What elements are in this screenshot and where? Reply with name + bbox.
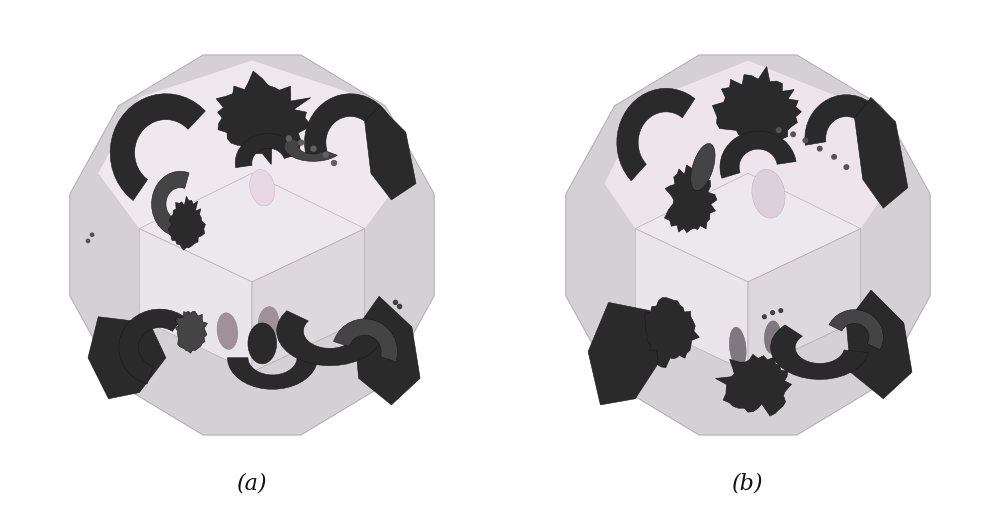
Polygon shape <box>88 317 166 399</box>
Polygon shape <box>235 134 300 168</box>
Polygon shape <box>635 174 861 282</box>
Circle shape <box>817 147 822 152</box>
Circle shape <box>791 133 795 137</box>
Polygon shape <box>771 325 868 380</box>
Polygon shape <box>168 197 205 250</box>
Polygon shape <box>805 95 887 146</box>
Polygon shape <box>715 355 792 416</box>
Circle shape <box>311 147 316 152</box>
Polygon shape <box>227 348 318 389</box>
Polygon shape <box>216 72 311 165</box>
Polygon shape <box>284 139 337 162</box>
Circle shape <box>393 301 398 305</box>
Polygon shape <box>355 296 420 405</box>
Polygon shape <box>250 170 275 207</box>
Polygon shape <box>139 174 365 282</box>
Polygon shape <box>365 107 416 200</box>
Polygon shape <box>588 303 662 405</box>
Polygon shape <box>110 94 205 201</box>
Polygon shape <box>829 310 883 350</box>
Circle shape <box>803 139 808 143</box>
Circle shape <box>771 311 774 315</box>
Polygon shape <box>334 319 397 362</box>
Circle shape <box>90 234 94 237</box>
Polygon shape <box>258 307 279 339</box>
Polygon shape <box>691 144 715 191</box>
Circle shape <box>332 161 336 166</box>
Circle shape <box>86 240 90 243</box>
Polygon shape <box>846 290 912 399</box>
Polygon shape <box>855 98 908 209</box>
Polygon shape <box>752 170 785 219</box>
Polygon shape <box>152 172 189 237</box>
Polygon shape <box>248 323 277 364</box>
Circle shape <box>832 156 836 160</box>
Circle shape <box>323 153 328 158</box>
Circle shape <box>286 137 291 141</box>
Polygon shape <box>764 321 781 354</box>
Polygon shape <box>304 94 396 158</box>
Polygon shape <box>729 327 746 368</box>
Circle shape <box>299 141 304 145</box>
Polygon shape <box>617 89 695 181</box>
Polygon shape <box>712 67 801 147</box>
Circle shape <box>844 166 849 170</box>
Polygon shape <box>748 229 861 372</box>
Polygon shape <box>277 311 383 366</box>
Polygon shape <box>175 312 207 353</box>
Text: (a): (a) <box>237 472 267 494</box>
Polygon shape <box>217 313 238 349</box>
Polygon shape <box>98 62 406 229</box>
Polygon shape <box>566 56 930 435</box>
Polygon shape <box>665 166 717 233</box>
Polygon shape <box>645 298 699 368</box>
Polygon shape <box>252 229 365 372</box>
Circle shape <box>776 129 781 133</box>
Text: (b): (b) <box>732 472 764 494</box>
Polygon shape <box>119 310 184 384</box>
Polygon shape <box>720 132 796 179</box>
Polygon shape <box>605 62 892 229</box>
Polygon shape <box>635 229 748 372</box>
Polygon shape <box>70 56 434 435</box>
Circle shape <box>398 305 402 309</box>
Polygon shape <box>139 229 252 372</box>
Circle shape <box>779 309 783 313</box>
Circle shape <box>763 315 766 319</box>
